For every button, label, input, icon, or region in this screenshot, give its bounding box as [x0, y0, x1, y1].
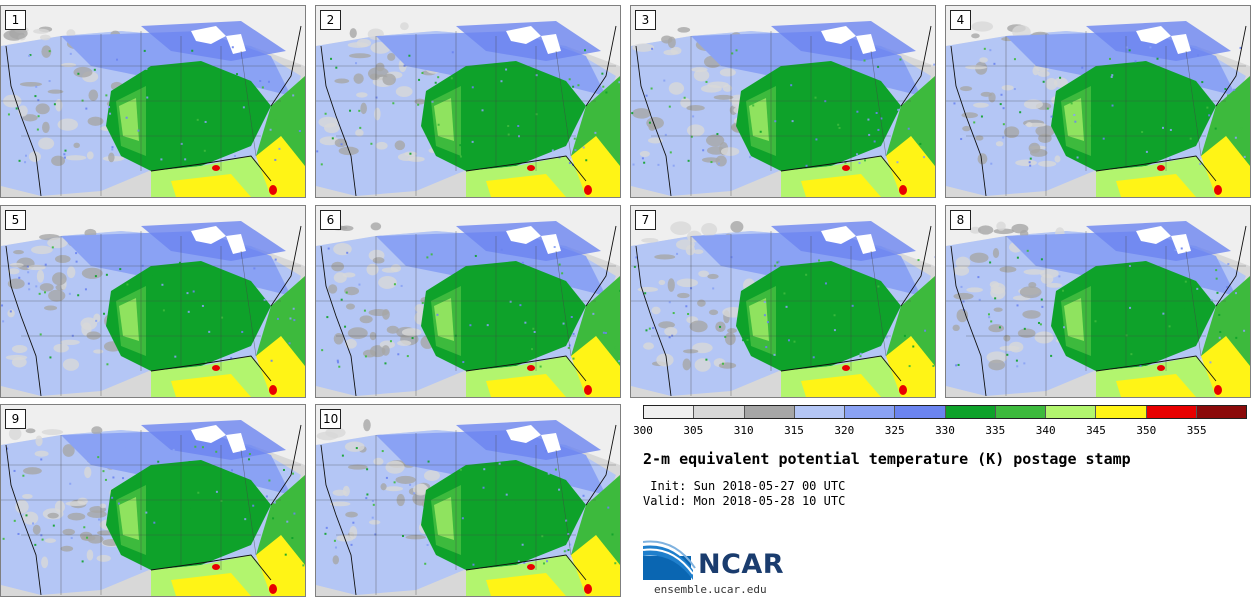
- panel-number: 6: [320, 210, 341, 230]
- panel-number: 5: [5, 210, 26, 230]
- theta-e-map: [1, 405, 305, 596]
- colorbar-tick-label: 340: [1035, 424, 1056, 437]
- colorbar-segment: [1145, 406, 1196, 418]
- panel-number: 9: [5, 409, 26, 429]
- theta-e-map: [1, 6, 305, 197]
- ensemble-member-panel-6: 6: [315, 205, 621, 398]
- ncar-logo-icon: [643, 540, 696, 580]
- theta-e-map: [316, 405, 620, 596]
- colorbar-segment: [693, 406, 744, 418]
- ensemble-member-panel-1: 1: [0, 5, 306, 198]
- colorbar-tick-label: 345: [1086, 424, 1106, 437]
- ensemble-member-panel-2: 2: [315, 5, 621, 198]
- colorbar-segment: [944, 406, 995, 418]
- colorbar: [643, 405, 1247, 419]
- colorbar-tick-label: 315: [784, 424, 804, 437]
- theta-e-map: [316, 6, 620, 197]
- theta-e-map: [946, 6, 1250, 197]
- panel-number: 1: [5, 10, 26, 30]
- site-url[interactable]: ensemble.ucar.edu: [654, 583, 767, 596]
- init-time: Init: Sun 2018-05-27 00 UTC: [643, 479, 846, 493]
- valid-time: Valid: Mon 2018-05-28 10 UTC: [643, 494, 846, 508]
- theta-e-map: [316, 206, 620, 397]
- ensemble-member-panel-7: 7: [630, 205, 936, 398]
- colorbar-tick-label: 355: [1186, 424, 1207, 437]
- panel-number: 2: [320, 10, 341, 30]
- figure-title: 2-m equivalent potential temperature (K)…: [643, 450, 1131, 468]
- colorbar-tick-label: 310: [733, 424, 754, 437]
- ensemble-member-panel-4: 4: [945, 5, 1251, 198]
- ensemble-member-panel-5: 5: [0, 205, 306, 398]
- ensemble-member-panel-8: 8: [945, 205, 1251, 398]
- colorbar-segment: [994, 406, 1045, 418]
- panel-number: 10: [320, 409, 342, 429]
- colorbar-segment: [844, 406, 895, 418]
- theta-e-map: [631, 6, 935, 197]
- ensemble-member-panel-9: 9: [0, 404, 306, 597]
- colorbar-tick-label: 335: [985, 424, 1006, 437]
- colorbar-tick-label: 305: [683, 424, 704, 437]
- colorbar-segment: [644, 406, 694, 418]
- colorbar-segment: [793, 406, 844, 418]
- colorbar-tick-label: 300: [633, 424, 653, 437]
- colorbar-segment: [1195, 406, 1246, 418]
- panel-number: 7: [635, 210, 656, 230]
- logo-wordmark: NCAR: [698, 549, 785, 580]
- colorbar-tick-label: 330: [935, 424, 955, 437]
- panel-number: 3: [635, 10, 656, 30]
- colorbar-segment: [1095, 406, 1146, 418]
- colorbar-segment: [743, 406, 794, 418]
- theta-e-map: [946, 206, 1250, 397]
- panel-number: 4: [950, 10, 971, 30]
- colorbar-tick-label: 325: [884, 424, 905, 437]
- panel-number: 8: [950, 210, 971, 230]
- ensemble-member-panel-10: 10: [315, 404, 621, 597]
- theta-e-map: [631, 206, 935, 397]
- ensemble-member-panel-3: 3: [630, 5, 936, 198]
- colorbar-segment: [1045, 406, 1096, 418]
- colorbar-tick-label: 320: [834, 424, 855, 437]
- theta-e-map: [1, 206, 305, 397]
- colorbar-segment: [894, 406, 945, 418]
- colorbar-tick-label: 350: [1136, 424, 1157, 437]
